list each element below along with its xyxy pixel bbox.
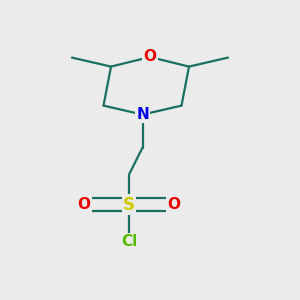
Text: O: O — [143, 50, 157, 64]
Text: O: O — [167, 197, 181, 212]
Text: S: S — [123, 196, 135, 214]
Text: Cl: Cl — [121, 234, 137, 249]
Text: N: N — [136, 107, 149, 122]
Text: O: O — [77, 197, 91, 212]
